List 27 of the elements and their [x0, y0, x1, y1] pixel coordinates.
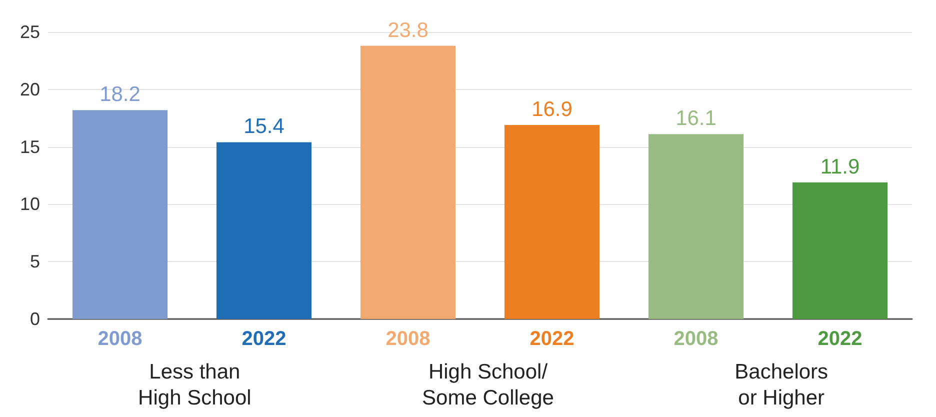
text: Bachelors or Higher	[734, 360, 828, 410]
x-tick-label: 2008	[386, 328, 430, 350]
data-label: 16.9	[532, 98, 572, 121]
x-tick-label: 2022	[530, 328, 574, 350]
bar	[216, 142, 312, 319]
bar	[360, 46, 456, 319]
y-tick-label: 15	[20, 136, 40, 157]
y-tick-label: 5	[30, 252, 40, 272]
text: Less than High School	[138, 360, 252, 410]
bar	[648, 134, 744, 319]
data-label: 18.2	[100, 83, 140, 106]
bar	[72, 110, 168, 319]
x-tick-label: 2022	[242, 328, 286, 350]
data-label: 15.4	[244, 115, 285, 138]
y-tick-label: 25	[20, 22, 40, 42]
y-tick-label: 0	[30, 309, 40, 329]
text: High School/ Some College	[422, 360, 554, 410]
bar	[792, 182, 888, 319]
data-label: 16.1	[676, 107, 716, 130]
bar	[504, 124, 600, 319]
x-tick-label: 2022	[818, 328, 862, 350]
x-tick-label: 2008	[98, 328, 142, 350]
y-tick-label: 10	[20, 194, 40, 214]
data-label: 11.9	[820, 155, 860, 178]
y-tick-label: 20	[20, 79, 40, 100]
x-tick-label: 2008	[674, 328, 718, 350]
data-label: 23.8	[388, 18, 428, 42]
